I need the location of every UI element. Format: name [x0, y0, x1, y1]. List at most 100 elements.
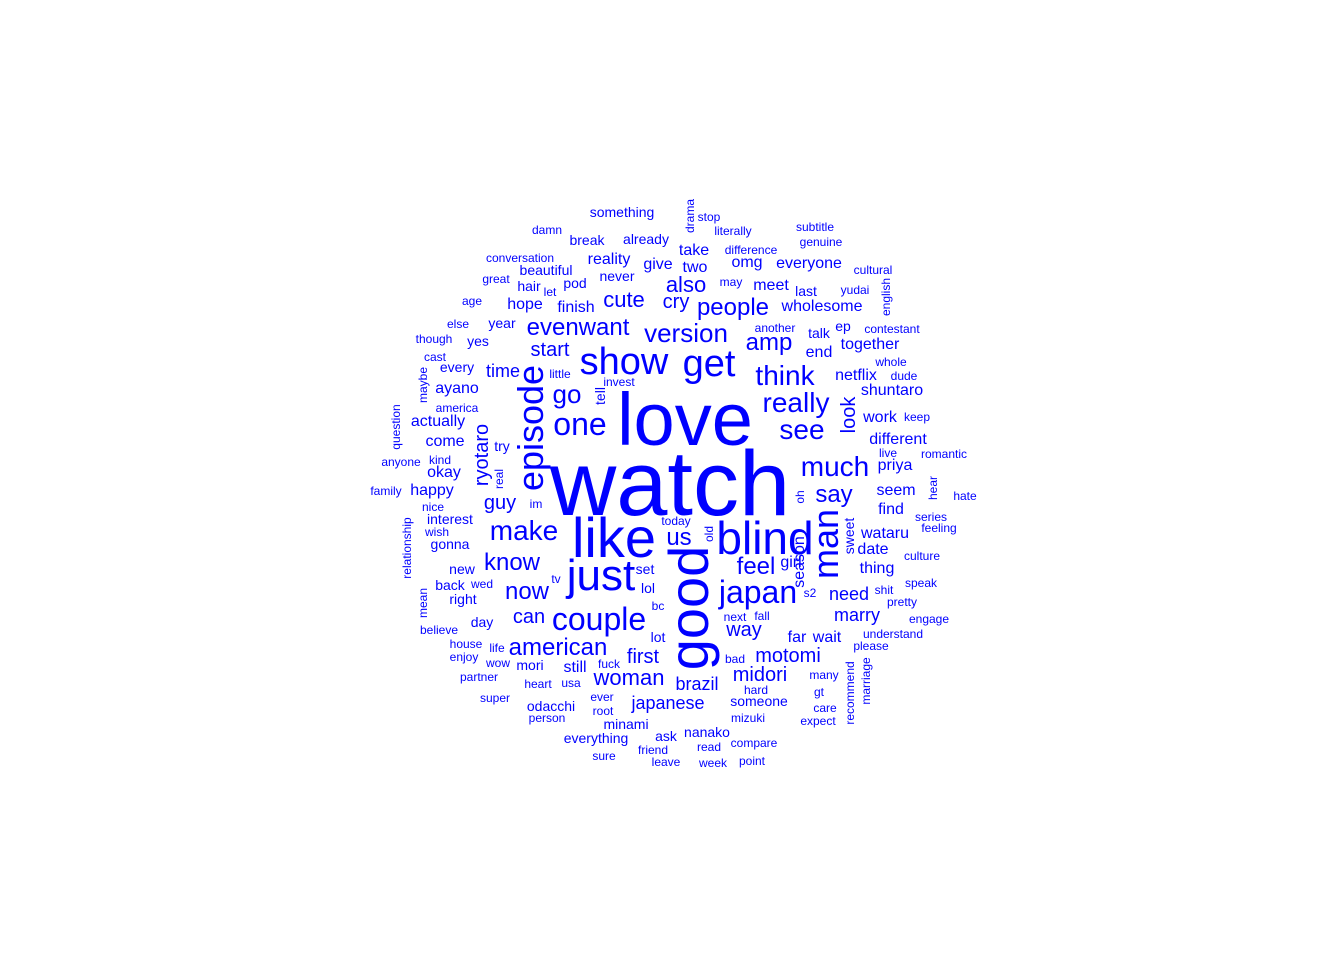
word-reality: reality — [587, 251, 631, 268]
word-need: need — [828, 584, 870, 604]
word-girl: girl — [780, 554, 802, 571]
word-invest: invest — [603, 375, 635, 389]
word-literally: literally — [714, 224, 752, 238]
word-finish: finish — [557, 299, 595, 316]
word-hate: hate — [953, 489, 977, 503]
word-real: real — [492, 468, 506, 490]
word-hard: hard — [743, 683, 769, 697]
word-go: go — [552, 379, 582, 409]
word-every: every — [439, 359, 475, 375]
word-end: end — [805, 344, 833, 361]
word-ayano: ayano — [435, 380, 479, 397]
word-just: just — [566, 551, 636, 600]
word-relationship: relationship — [400, 517, 414, 579]
word-come: come — [425, 433, 465, 450]
word-marry: marry — [834, 605, 880, 625]
word-ep: ep — [835, 318, 851, 334]
word-minami: minami — [603, 716, 649, 732]
word-thing: thing — [859, 560, 895, 577]
word-together: together — [840, 336, 900, 353]
word-mean: mean — [416, 587, 430, 619]
word-usa: usa — [561, 676, 581, 690]
word-good: good — [657, 545, 720, 671]
word-year: year — [488, 315, 516, 331]
word-kind: kind — [428, 453, 452, 467]
word-bad: bad — [724, 652, 746, 666]
word-last: last — [795, 283, 817, 299]
word-take: take — [678, 242, 710, 259]
word-sure: sure — [592, 749, 616, 763]
word-evenwant: evenwant — [526, 314, 630, 341]
word-first: first — [626, 646, 660, 668]
word-sweet: sweet — [841, 517, 857, 555]
word-house: house — [449, 637, 483, 651]
word-pretty: pretty — [886, 595, 918, 609]
word-love: love — [617, 378, 753, 461]
word-gonna: gonna — [430, 536, 470, 552]
word-leave: leave — [651, 755, 681, 769]
word-try: try — [494, 438, 510, 454]
word-way: way — [726, 619, 762, 641]
word-little: little — [549, 367, 571, 381]
word-english: english — [879, 277, 893, 317]
word-episode: episode — [510, 364, 551, 492]
word-show: show — [579, 341, 669, 383]
word-live: live — [878, 446, 898, 460]
word-cast: cast — [423, 350, 447, 364]
word-many: many — [809, 668, 839, 682]
word-nice: nice — [421, 500, 445, 514]
word-point: point — [738, 754, 766, 768]
word-actually: actually — [410, 413, 466, 430]
word-can: can — [512, 606, 546, 628]
word-expect: expect — [800, 714, 836, 728]
word-motomi: motomi — [755, 645, 821, 667]
word-lol: lol — [640, 580, 656, 596]
word-someone: someone — [730, 693, 788, 709]
word-hair: hair — [517, 278, 541, 294]
word-blind: blind — [716, 512, 814, 564]
word-much: much — [800, 451, 870, 482]
word-wish: wish — [424, 525, 450, 539]
word-root: root — [592, 704, 614, 718]
word-midori: midori — [732, 664, 788, 686]
word-japanese: japanese — [631, 693, 705, 713]
word-romantic: romantic — [920, 447, 968, 461]
word-also: also — [665, 272, 707, 297]
word-hear: hear — [926, 475, 940, 501]
word-enjoy: enjoy — [449, 650, 479, 664]
word-old: old — [702, 525, 716, 543]
word-get: get — [682, 343, 736, 385]
word-japan: japan — [718, 574, 798, 610]
word-understand: understand — [862, 627, 924, 641]
word-bc: bc — [651, 599, 665, 613]
word-another: another — [754, 321, 796, 335]
word-fall: fall — [754, 609, 770, 623]
word-life: life — [489, 641, 505, 655]
word-american: american — [508, 634, 608, 661]
word-know: know — [483, 549, 541, 576]
word-damn: damn — [531, 223, 563, 237]
word-super: super — [479, 691, 511, 705]
word-yudai: yudai — [840, 283, 870, 297]
word-contestant: contestant — [864, 322, 920, 336]
word-really: really — [762, 387, 830, 418]
word-see: see — [779, 414, 825, 445]
word-keep: keep — [903, 410, 931, 424]
word-wholesome: wholesome — [781, 298, 863, 315]
word-feel: feel — [736, 553, 776, 580]
word-wed: wed — [470, 577, 494, 591]
word-genuine: genuine — [799, 235, 843, 249]
word-one: one — [553, 406, 607, 442]
word-im: im — [529, 497, 543, 511]
word-look: look — [838, 396, 860, 434]
word-care: care — [813, 701, 837, 715]
word-far: far — [787, 629, 807, 646]
word-meet: meet — [753, 277, 789, 294]
word-think: think — [755, 360, 815, 391]
word-partner: partner — [459, 670, 499, 684]
word-person: person — [528, 711, 566, 725]
word-break: break — [569, 232, 605, 248]
word-back: back — [435, 577, 465, 593]
word-date: date — [857, 541, 889, 558]
